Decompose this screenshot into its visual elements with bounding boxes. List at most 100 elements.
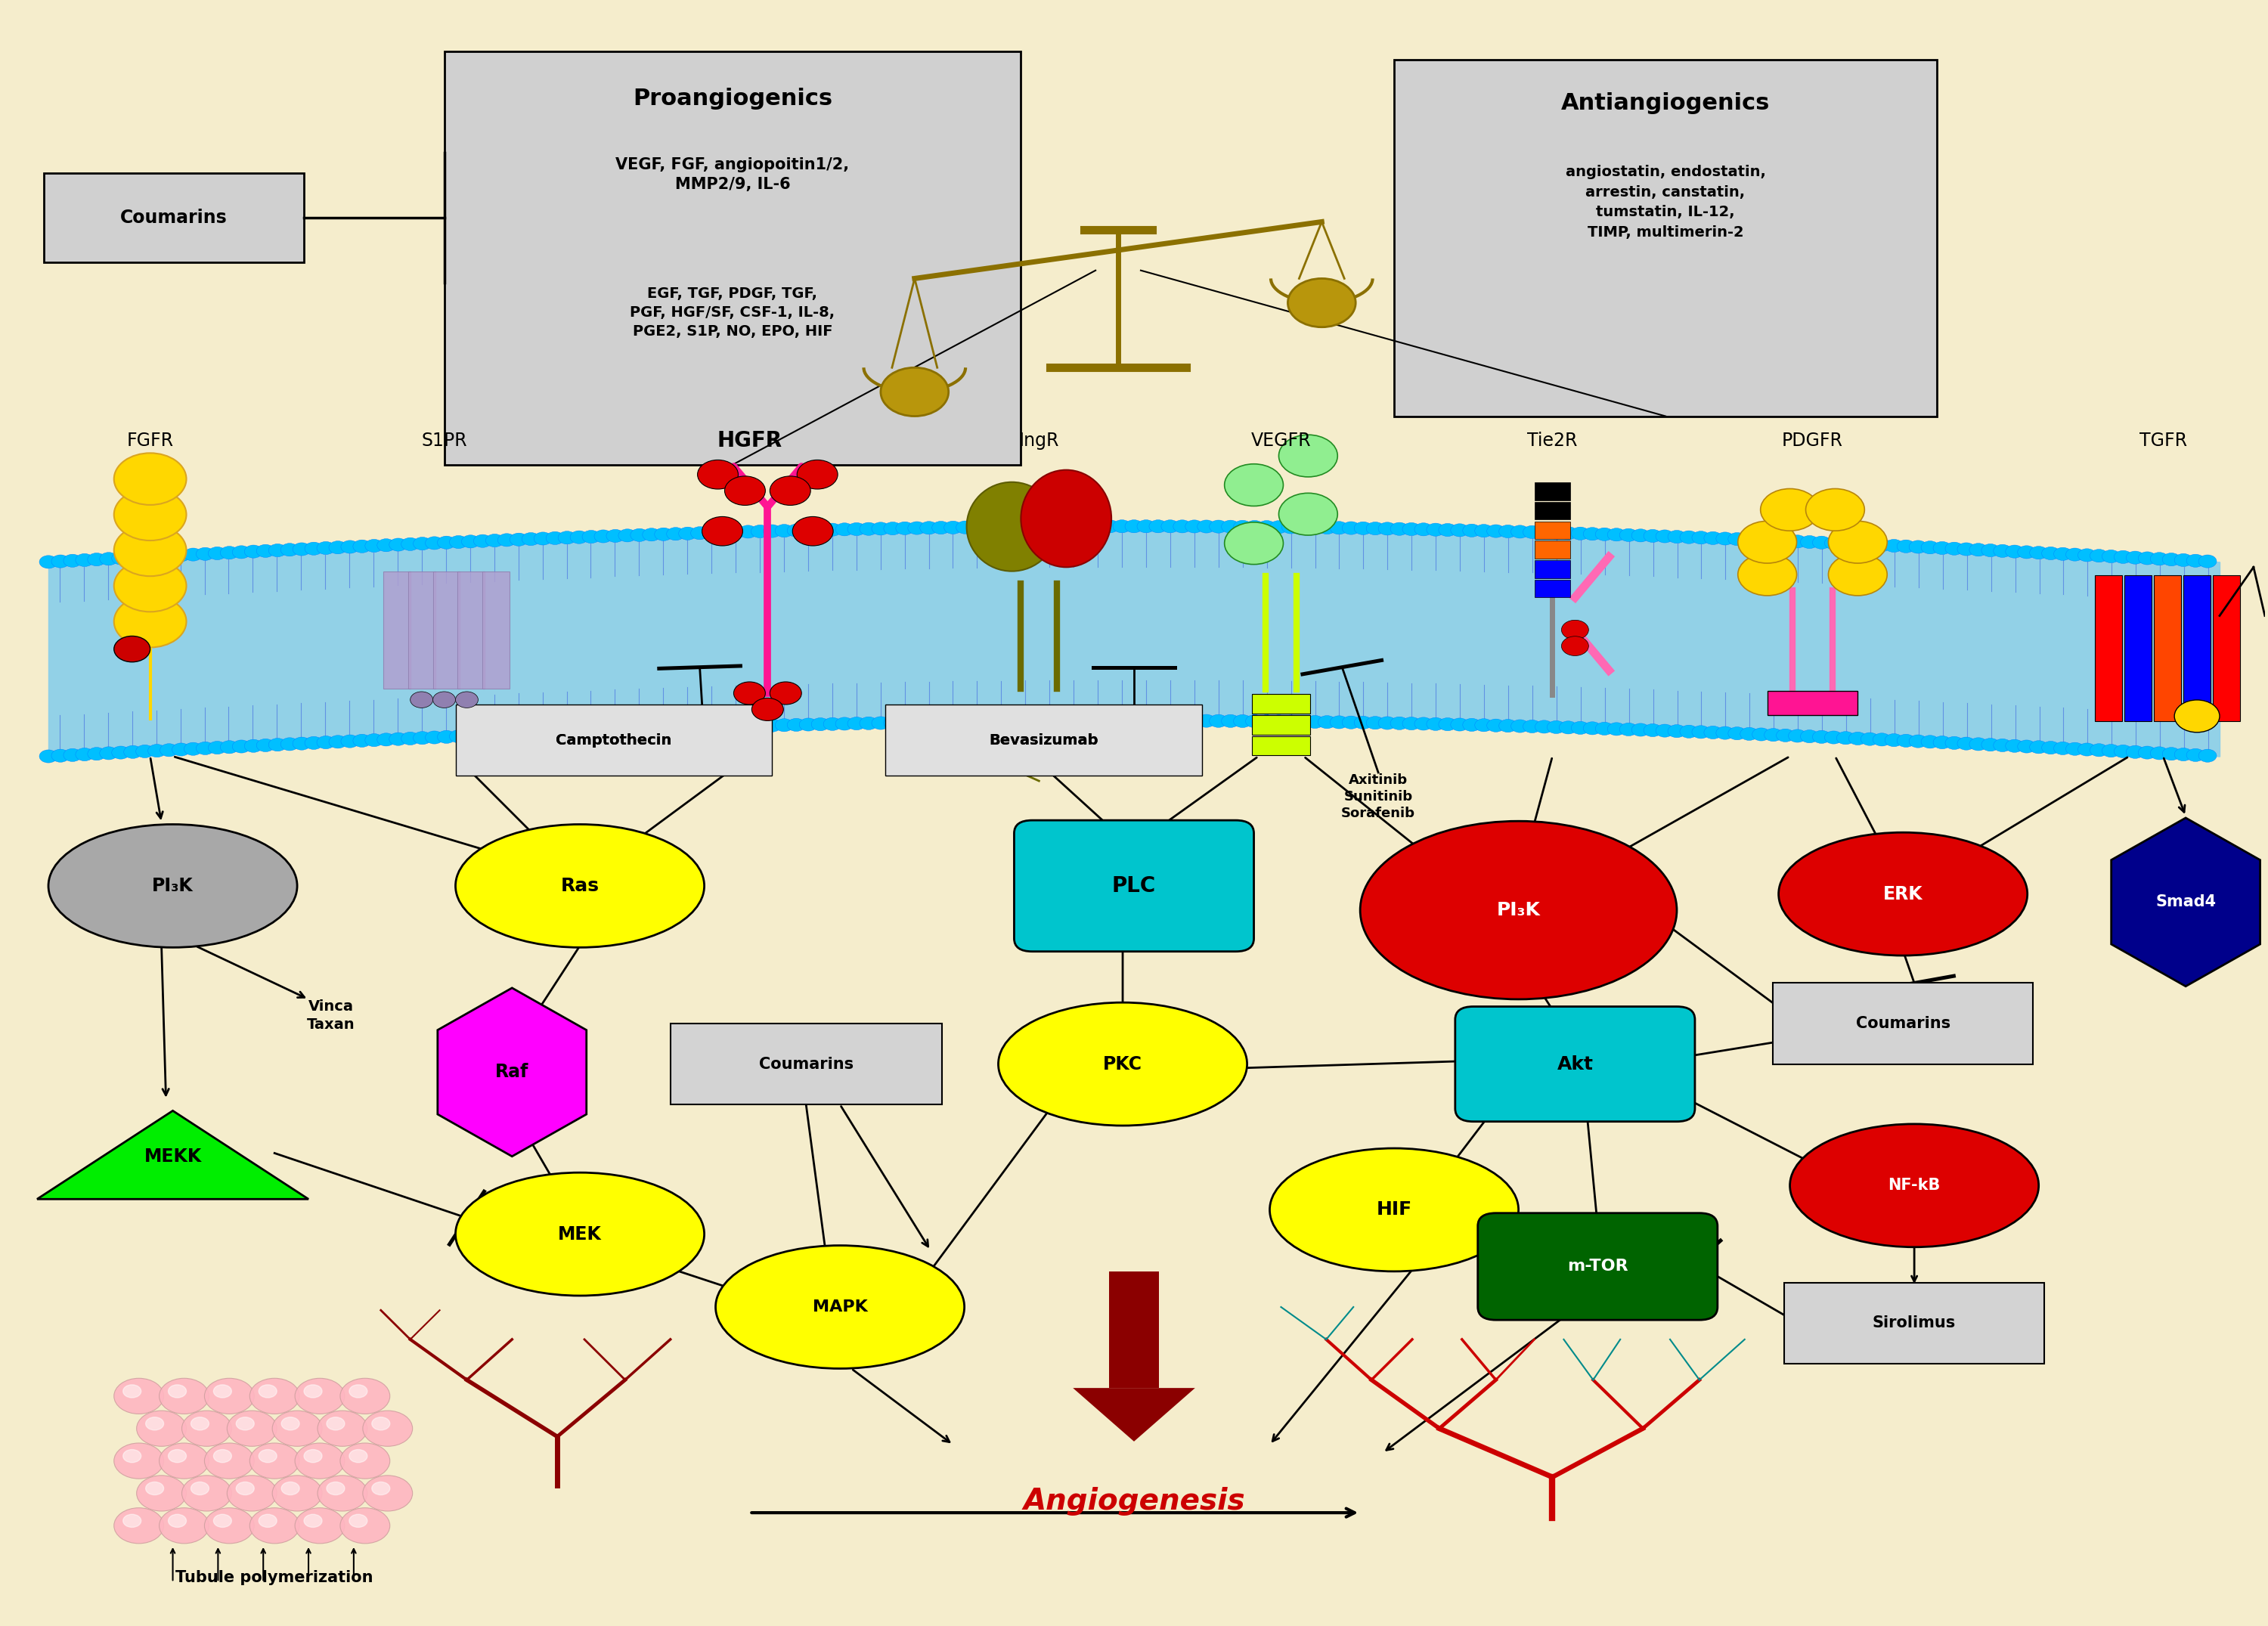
Circle shape	[1524, 720, 1542, 733]
Circle shape	[281, 738, 299, 751]
Circle shape	[354, 735, 372, 748]
Circle shape	[547, 725, 565, 738]
Circle shape	[340, 735, 358, 748]
Circle shape	[161, 743, 179, 756]
Circle shape	[1594, 528, 1613, 541]
Circle shape	[113, 489, 186, 540]
Circle shape	[293, 737, 311, 750]
Ellipse shape	[48, 824, 297, 948]
Circle shape	[726, 525, 744, 538]
FancyBboxPatch shape	[1109, 1272, 1159, 1389]
Circle shape	[558, 725, 576, 738]
Text: Angiogenesis: Angiogenesis	[1023, 1488, 1245, 1515]
Text: Vinca
Taxan: Vinca Taxan	[306, 1000, 356, 1031]
FancyBboxPatch shape	[2125, 576, 2152, 720]
FancyBboxPatch shape	[408, 572, 435, 688]
Ellipse shape	[456, 824, 705, 948]
Circle shape	[75, 748, 93, 761]
Circle shape	[2041, 546, 2059, 559]
Text: Smad4: Smad4	[2155, 894, 2216, 909]
Circle shape	[1583, 722, 1601, 735]
Circle shape	[1281, 520, 1300, 533]
FancyBboxPatch shape	[1395, 60, 1937, 416]
Circle shape	[1438, 524, 1456, 537]
Circle shape	[1812, 537, 1830, 550]
FancyBboxPatch shape	[1535, 579, 1569, 597]
Circle shape	[209, 741, 227, 754]
Circle shape	[281, 543, 299, 556]
Circle shape	[1801, 730, 1819, 743]
Circle shape	[449, 535, 467, 548]
Text: PDGFR: PDGFR	[1783, 431, 1844, 449]
Circle shape	[256, 545, 274, 558]
Text: Bevasizumab: Bevasizumab	[989, 733, 1098, 748]
Circle shape	[2198, 554, 2216, 567]
Circle shape	[751, 698, 782, 720]
Circle shape	[1114, 520, 1132, 533]
Text: PI₃K: PI₃K	[1497, 901, 1540, 919]
Circle shape	[1279, 493, 1338, 535]
Ellipse shape	[1778, 833, 2028, 956]
Circle shape	[349, 1449, 367, 1462]
Circle shape	[1390, 522, 1408, 535]
Circle shape	[835, 717, 853, 730]
Circle shape	[2125, 551, 2143, 564]
Circle shape	[1921, 541, 1939, 554]
Text: MEK: MEK	[558, 1224, 601, 1244]
Circle shape	[2030, 740, 2048, 753]
Circle shape	[2114, 745, 2132, 758]
Circle shape	[304, 737, 322, 750]
Circle shape	[293, 543, 311, 556]
Polygon shape	[1073, 1389, 1195, 1441]
Circle shape	[1572, 527, 1590, 540]
Circle shape	[1860, 538, 1878, 551]
Circle shape	[993, 715, 1009, 728]
Circle shape	[1535, 525, 1554, 538]
Circle shape	[122, 1514, 141, 1527]
Circle shape	[871, 717, 889, 730]
Circle shape	[249, 1379, 299, 1415]
Circle shape	[1728, 533, 1746, 545]
Circle shape	[823, 524, 841, 537]
Circle shape	[1245, 520, 1263, 533]
Text: EGF, TGF, PDGF, TGF,
PGF, HGF/SF, CSF-1, IL-8,
PGE2, S1P, NO, EPO, HIF: EGF, TGF, PDGF, TGF, PGF, HGF/SF, CSF-1,…	[631, 286, 835, 338]
Circle shape	[957, 520, 975, 533]
Circle shape	[372, 1481, 390, 1494]
Circle shape	[703, 517, 742, 546]
Circle shape	[172, 743, 191, 756]
Circle shape	[1329, 522, 1347, 535]
Circle shape	[1837, 537, 1855, 550]
Circle shape	[195, 741, 213, 754]
Circle shape	[1161, 714, 1179, 727]
Circle shape	[318, 1411, 367, 1446]
Circle shape	[631, 528, 649, 541]
Circle shape	[1016, 520, 1034, 533]
Circle shape	[871, 522, 889, 535]
Text: angiostatin, endostatin,
arrestin, canstatin,
tumstatin, IL-12,
TIMP, multimerin: angiostatin, endostatin, arrestin, canst…	[1565, 166, 1765, 239]
Circle shape	[1005, 520, 1023, 533]
Circle shape	[181, 1411, 231, 1446]
Circle shape	[1921, 735, 1939, 748]
Text: TGFR: TGFR	[2139, 431, 2186, 449]
Circle shape	[236, 1481, 254, 1494]
Circle shape	[2066, 548, 2084, 561]
Text: Axitinib
Sunitinib
Sorafenib: Axitinib Sunitinib Sorafenib	[1340, 774, 1415, 821]
Text: HIF: HIF	[1377, 1200, 1413, 1220]
Circle shape	[304, 1385, 322, 1398]
Circle shape	[1885, 733, 1903, 746]
Circle shape	[1136, 520, 1154, 533]
Circle shape	[798, 719, 816, 732]
Circle shape	[631, 724, 649, 737]
Circle shape	[2139, 746, 2157, 759]
FancyBboxPatch shape	[2155, 576, 2182, 720]
FancyBboxPatch shape	[1785, 1283, 2043, 1364]
Circle shape	[714, 525, 733, 538]
Ellipse shape	[1361, 821, 1676, 1000]
Circle shape	[1005, 715, 1023, 728]
Circle shape	[932, 715, 950, 728]
Circle shape	[1801, 535, 1819, 548]
Circle shape	[168, 1449, 186, 1462]
Circle shape	[268, 543, 286, 556]
Circle shape	[751, 719, 769, 732]
Circle shape	[1969, 738, 1987, 751]
